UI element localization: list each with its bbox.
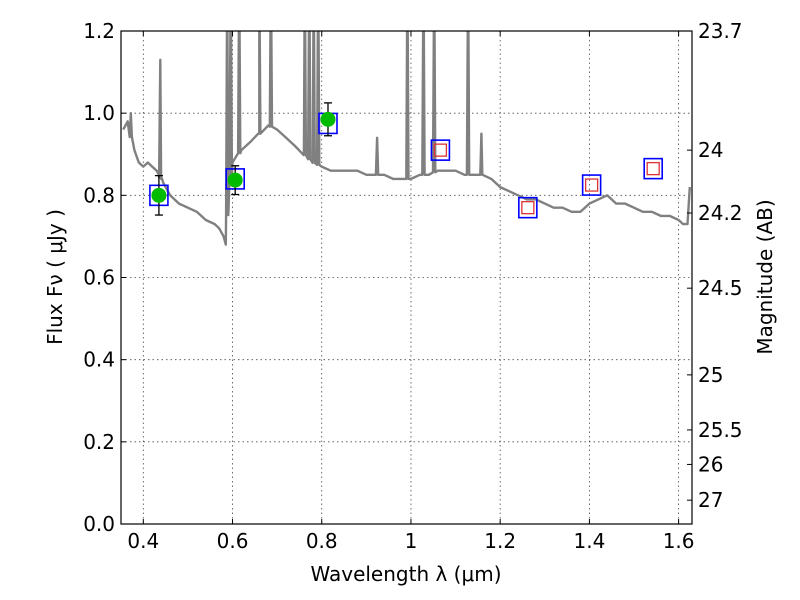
- y2-axis-label: Magnitude (AB): [753, 199, 777, 354]
- x-tick-label: 0.8: [306, 529, 338, 553]
- observed-flux-point: [151, 187, 167, 203]
- model-flux-marker: [643, 157, 663, 180]
- y-tick-label: 0.4: [83, 348, 115, 372]
- y-tick-label: 0.0: [83, 512, 115, 536]
- y2-tick-label: 25.5: [698, 418, 743, 442]
- y-tick-label: 0.6: [83, 266, 115, 290]
- predicted-flux-marker: [584, 178, 599, 192]
- y-tick-label: 1.0: [83, 101, 115, 125]
- x-tick-label: 0.6: [217, 529, 249, 553]
- y2-tick-label: 24.2: [698, 201, 743, 225]
- grid-lines: [121, 30, 692, 525]
- x-axis-label: Wavelength λ (μm): [310, 562, 501, 586]
- y-tick-label: 1.2: [83, 19, 115, 43]
- photometry-markers: [149, 102, 663, 219]
- observed-flux-point: [227, 172, 243, 188]
- model-flux-marker: [581, 174, 602, 196]
- x-tick-label: 1.4: [573, 529, 605, 553]
- y2-tick-label: 26: [698, 452, 723, 476]
- x-tick-label: 1.2: [484, 529, 516, 553]
- y2-tick-label: 23.7: [698, 19, 743, 43]
- y-axis-label: Flux Fν ( μJy ): [43, 209, 67, 345]
- x-tick-label: 0.4: [127, 529, 159, 553]
- predicted-flux-marker: [646, 161, 660, 176]
- predicted-flux-marker: [521, 201, 535, 215]
- y2-tick-label: 25: [698, 363, 723, 387]
- y2-tick-label: 27: [698, 488, 723, 512]
- y2-tick-label: 24.5: [698, 276, 743, 300]
- x-tick-label: 1.6: [663, 529, 695, 553]
- predicted-flux-marker: [433, 143, 448, 157]
- observed-flux-point: [320, 111, 336, 127]
- model-spectrum-line: [122, 31, 691, 246]
- model-flux-marker: [430, 139, 451, 161]
- axis-ticks: 0.4 0.6 0.8 1 1.2 1.4 1.6 0.0 0.2 0.4 0.6 0.8 1.0 1.2…: [83, 19, 742, 553]
- y-tick-label: 0.8: [83, 183, 115, 207]
- y2-tick-label: 24: [698, 138, 723, 162]
- y-tick-label: 0.2: [83, 430, 115, 454]
- model-spectrum: [122, 31, 691, 246]
- model-flux-marker: [518, 196, 538, 219]
- x-tick-label: 1: [405, 529, 418, 553]
